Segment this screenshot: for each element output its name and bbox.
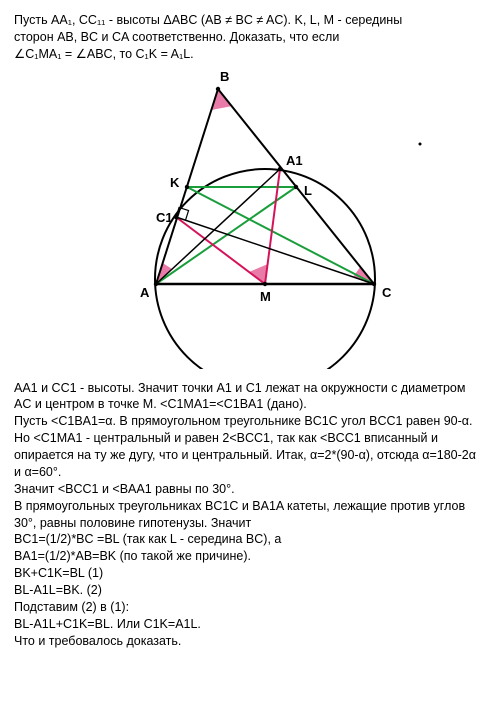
problem-line: ∠C₁MA₁ = ∠ABC, то C₁K = A₁L. [14,46,486,63]
proof-line: BK+C1K=BL (1) [14,565,486,582]
svg-text:A1: A1 [286,153,303,168]
svg-text:M: M [260,289,271,304]
svg-text:A: A [140,285,150,300]
svg-text:B: B [220,69,229,84]
proof-line: BA1=(1/2)*AB=BK (по такой же причине). [14,548,486,565]
problem-line: Пусть AA₁, СС₁₁ - высоты ΔABC (AB ≠ BC ≠… [14,12,486,29]
proof-line: BL-A1L+C1K=BL. Или C1K=A1L. [14,616,486,633]
svg-text:K: K [170,175,180,190]
svg-text:C: C [382,285,392,300]
proof-line: Значит <BCC1 и <BAA1 равны по 30°. [14,481,486,498]
proof-text: AA1 и CC1 - высоты. Значит точки A1 и C1… [14,380,486,650]
problem-line: сторон AB, BC и CA соответственно. Доказ… [14,29,486,46]
proof-line: Подставим (2) в (1): [14,599,486,616]
diagram-svg: A C B M A1 C1 K L [70,69,430,369]
proof-line: BL-A1L=BK. (2) [14,582,486,599]
svg-text:C1: C1 [156,210,173,225]
proof-line: AA1 и CC1 - высоты. Значит точки A1 и C1… [14,380,486,414]
geometry-diagram: A C B M A1 C1 K L [14,69,486,374]
svg-text:L: L [304,183,312,198]
proof-line: Пусть <C1BA1=α. В прямоугольном треуголь… [14,413,486,481]
proof-line: Что и требовалось доказать. [14,633,486,650]
proof-line: BC1=(1/2)*BC =BL (так как L - середина B… [14,531,486,548]
problem-statement: Пусть AA₁, СС₁₁ - высоты ΔABC (AB ≠ BC ≠… [14,12,486,63]
proof-line: В прямоугольных треугольниках BC1C и BA1… [14,498,486,532]
